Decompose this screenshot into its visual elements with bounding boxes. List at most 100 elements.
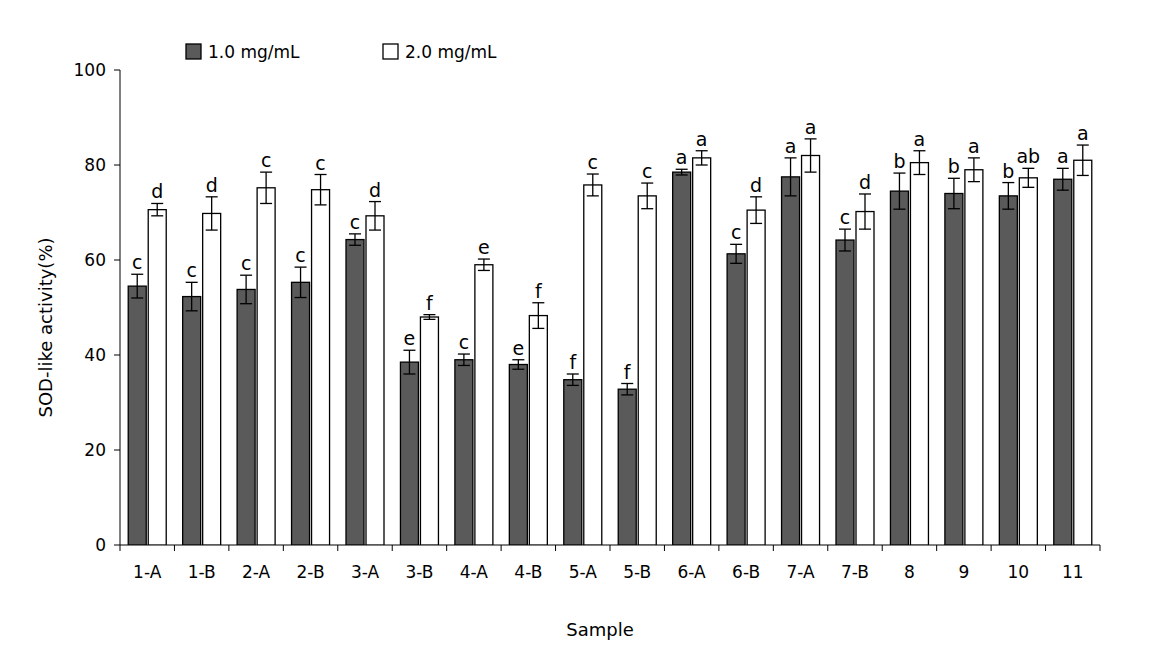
x-tick-label: 2-A bbox=[242, 562, 271, 582]
x-tick-label: 7-B bbox=[841, 562, 869, 582]
error-cap bbox=[512, 359, 524, 360]
error-cap bbox=[512, 369, 524, 370]
error-bar bbox=[587, 174, 599, 196]
bar bbox=[890, 191, 908, 545]
error-cap bbox=[1057, 168, 1069, 169]
bar bbox=[693, 158, 711, 545]
error-cap bbox=[240, 303, 252, 304]
bar bbox=[1054, 179, 1072, 545]
x-tick-label: 4-B bbox=[514, 562, 542, 582]
error-bar bbox=[240, 275, 252, 304]
bar bbox=[802, 156, 820, 546]
error-cap bbox=[859, 193, 871, 194]
error-cap bbox=[260, 171, 272, 172]
error-bar bbox=[913, 151, 925, 175]
x-tick bbox=[446, 545, 447, 551]
error-line bbox=[211, 197, 212, 230]
error-cap bbox=[403, 350, 415, 351]
annotations: ccccceceffacacbbbaddccdfefccadadaaaba bbox=[132, 116, 1089, 383]
error-line bbox=[844, 229, 845, 251]
error-bar bbox=[458, 354, 470, 365]
bar bbox=[638, 196, 656, 545]
x-tick-label: 10 bbox=[1008, 562, 1030, 582]
error-cap bbox=[587, 195, 599, 196]
y-tick bbox=[114, 165, 120, 166]
error-line bbox=[810, 139, 811, 172]
significance-letter: e bbox=[478, 236, 490, 258]
error-cap bbox=[532, 328, 544, 329]
error-cap bbox=[369, 201, 381, 202]
error-line bbox=[191, 282, 192, 311]
error-bar bbox=[1002, 183, 1014, 210]
x-tick bbox=[718, 545, 719, 551]
error-bar bbox=[403, 350, 415, 374]
significance-letter: c bbox=[186, 259, 196, 281]
error-bar bbox=[349, 234, 361, 245]
bar bbox=[782, 177, 800, 545]
bar bbox=[856, 212, 874, 545]
error-line bbox=[647, 183, 648, 209]
error-bar bbox=[621, 384, 633, 395]
significance-letter: a bbox=[1077, 122, 1089, 144]
error-cap bbox=[458, 353, 470, 354]
error-line bbox=[538, 303, 539, 329]
chart: 0204060801001-A1-B2-A2-B3-A3-B4-A4-B5-A5… bbox=[0, 0, 1156, 667]
error-cap bbox=[1022, 187, 1034, 188]
error-line bbox=[735, 244, 736, 263]
significance-letter: f bbox=[569, 351, 577, 373]
x-tick bbox=[555, 545, 556, 551]
error-cap bbox=[859, 228, 871, 229]
significance-letter: b bbox=[893, 150, 905, 172]
x-tick bbox=[1100, 545, 1101, 551]
bar bbox=[529, 316, 547, 545]
error-cap bbox=[260, 203, 272, 204]
error-cap bbox=[621, 383, 633, 384]
error-cap bbox=[240, 275, 252, 276]
bar bbox=[203, 213, 221, 545]
significance-letter: c bbox=[132, 251, 142, 273]
bar bbox=[1074, 160, 1092, 545]
error-bar bbox=[696, 151, 708, 165]
error-line bbox=[1008, 183, 1009, 210]
significance-letter: d bbox=[750, 174, 762, 196]
y-tick bbox=[114, 450, 120, 451]
error-cap bbox=[131, 297, 143, 298]
bar bbox=[400, 362, 418, 545]
error-cap bbox=[458, 365, 470, 366]
error-bar bbox=[131, 274, 143, 298]
y-tick bbox=[114, 355, 120, 356]
error-line bbox=[1028, 168, 1029, 187]
error-bar bbox=[1057, 168, 1069, 190]
x-tick bbox=[283, 545, 284, 551]
significance-letter: c bbox=[731, 221, 741, 243]
error-cap bbox=[478, 258, 490, 259]
error-cap bbox=[913, 174, 925, 175]
error-cap bbox=[369, 229, 381, 230]
x-tick bbox=[664, 545, 665, 551]
significance-letter: c bbox=[241, 252, 251, 274]
error-cap bbox=[785, 195, 797, 196]
significance-letter: c bbox=[315, 152, 325, 174]
error-bar bbox=[730, 244, 742, 263]
error-cap bbox=[1057, 190, 1069, 191]
error-bar bbox=[478, 259, 490, 270]
error-cap bbox=[567, 385, 579, 386]
bar bbox=[564, 380, 582, 545]
error-cap bbox=[805, 138, 817, 139]
x-tick-label: 7-A bbox=[786, 562, 815, 582]
error-cap bbox=[839, 228, 851, 229]
error-line bbox=[157, 203, 158, 215]
error-line bbox=[953, 178, 954, 208]
significance-letter: a bbox=[785, 135, 797, 157]
bar bbox=[257, 188, 275, 545]
error-line bbox=[973, 158, 974, 182]
bar bbox=[420, 317, 438, 545]
significance-letter: c bbox=[350, 211, 360, 233]
x-tick-label: 2-B bbox=[297, 562, 325, 582]
bar bbox=[747, 210, 765, 545]
error-cap bbox=[478, 270, 490, 271]
x-tick-label: 4-A bbox=[460, 562, 489, 582]
error-cap bbox=[1077, 175, 1089, 176]
error-cap bbox=[403, 373, 415, 374]
error-cap bbox=[131, 274, 143, 275]
